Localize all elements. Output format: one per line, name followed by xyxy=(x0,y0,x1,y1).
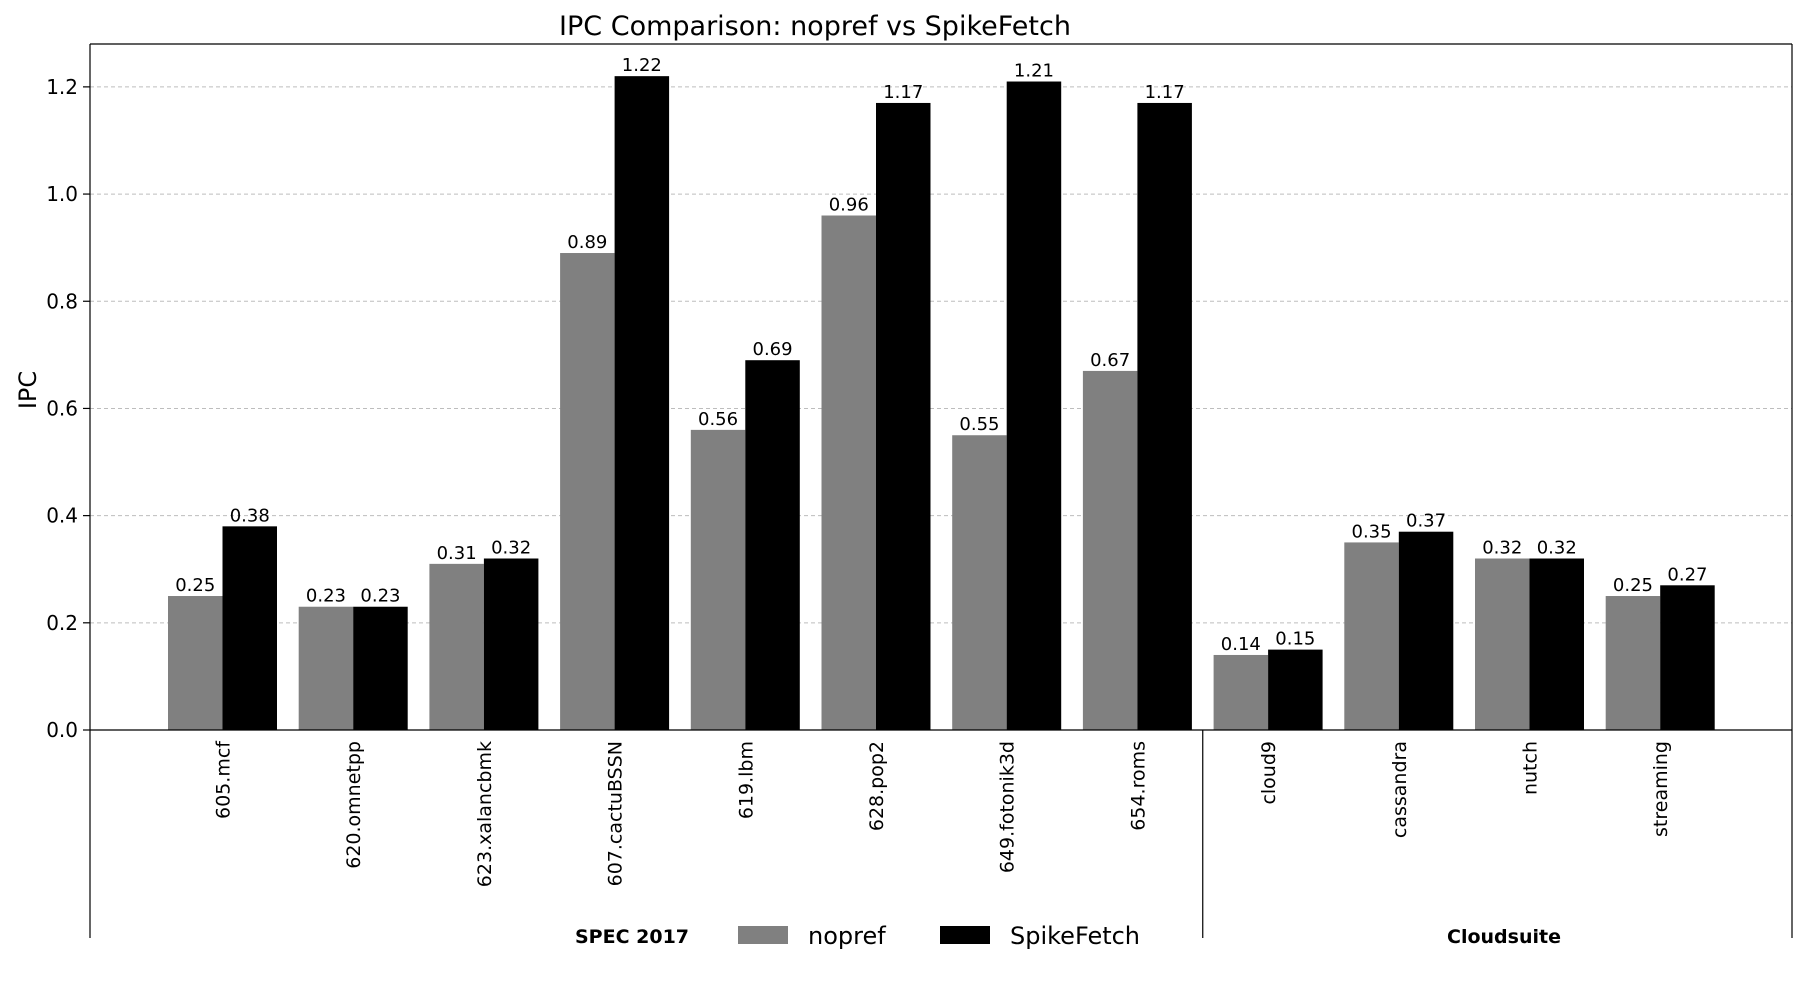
bar-nopref-streaming xyxy=(1605,596,1661,730)
legend-swatch-SpikeFetch xyxy=(940,926,990,944)
bar-SpikeFetch-623.xalancbmk xyxy=(483,558,539,730)
legend: nopref SpikeFetch xyxy=(738,922,1140,950)
legend-label: nopref xyxy=(808,922,886,950)
group-label: Cloudsuite xyxy=(1447,926,1561,948)
group-label: SPEC 2017 xyxy=(575,926,689,948)
data-label: 0.67 xyxy=(1090,350,1130,371)
data-label: 0.14 xyxy=(1221,634,1261,655)
x-tick-label: cloud9 xyxy=(1258,741,1280,805)
data-label: 0.27 xyxy=(1667,564,1707,585)
y-tick-label: 1.2 xyxy=(46,75,78,99)
bar-nopref-605.mcf xyxy=(168,596,223,730)
y-tick-label: 0.0 xyxy=(46,718,78,742)
data-label: 0.25 xyxy=(175,575,215,596)
bar-nopref-654.roms xyxy=(1082,370,1138,730)
bar-SpikeFetch-nutch xyxy=(1529,558,1584,730)
x-tick-label: 619.lbm xyxy=(735,741,757,819)
data-label: 0.55 xyxy=(959,414,999,435)
data-label: 1.21 xyxy=(1014,61,1054,82)
x-tick-label: streaming xyxy=(1650,741,1672,837)
x-tick-label: 628.pop2 xyxy=(866,741,888,831)
data-label: 0.32 xyxy=(1482,538,1522,559)
y-axis-label: IPC xyxy=(14,371,42,409)
data-label: 0.23 xyxy=(306,586,346,607)
bar-nopref-649.fotonik3d xyxy=(952,435,1007,730)
data-label: 1.22 xyxy=(622,55,662,76)
bar-SpikeFetch-cassandra xyxy=(1398,531,1454,730)
chart-title: IPC Comparison: nopref vs SpikeFetch xyxy=(559,11,1071,42)
x-tick-label: 620.omnetpp xyxy=(343,741,365,869)
data-label: 0.37 xyxy=(1406,511,1446,532)
data-label: 0.31 xyxy=(437,543,477,564)
data-label: 0.56 xyxy=(698,409,738,430)
data-label: 0.32 xyxy=(1537,538,1577,559)
legend-swatch-nopref xyxy=(738,926,788,944)
bar-SpikeFetch-628.pop2 xyxy=(876,102,931,730)
bar-nopref-cloud9 xyxy=(1213,654,1269,730)
data-label: 0.32 xyxy=(491,538,531,559)
data-label: 0.25 xyxy=(1613,575,1653,596)
gridlines xyxy=(90,86,1792,624)
x-tick-label: 649.fotonik3d xyxy=(997,741,1019,873)
bar-SpikeFetch-605.mcf xyxy=(222,526,277,730)
bar-SpikeFetch-607.cactuBSSN xyxy=(614,76,670,730)
data-label: 0.38 xyxy=(230,505,270,526)
bar-nopref-619.lbm xyxy=(690,429,746,730)
data-label: 1.17 xyxy=(883,82,923,103)
data-labels: 0.25 0.23 0.31 0.89 0.56 0.96 0.55 0.67 0.14 0.35… xyxy=(175,55,1707,655)
bar-nopref-620.omnetpp xyxy=(298,606,354,730)
axes: 0.0 0.2 0.4 0.6 0.8 1.0 1.2 605.mcf 620.omnetpp 6… xyxy=(46,43,1793,948)
y-tick-label: 1.0 xyxy=(46,182,78,206)
bar-nopref-nutch xyxy=(1475,558,1530,730)
bar-nopref-cassandra xyxy=(1344,542,1399,730)
bar-SpikeFetch-619.lbm xyxy=(745,360,800,730)
data-label: 0.15 xyxy=(1275,629,1315,650)
bar-nopref-607.cactuBSSN xyxy=(560,253,615,730)
x-tick-label: cassandra xyxy=(1389,741,1411,838)
data-label: 0.89 xyxy=(567,232,607,253)
bar-SpikeFetch-649.fotonik3d xyxy=(1006,81,1062,730)
bar-nopref-628.pop2 xyxy=(821,215,876,730)
y-tick-label: 0.4 xyxy=(46,504,78,528)
bar-nopref-623.xalancbmk xyxy=(429,563,484,730)
x-tick-label: nutch xyxy=(1520,741,1542,795)
data-label: 0.96 xyxy=(829,195,869,216)
x-tick-label: 654.roms xyxy=(1127,741,1149,831)
y-tick-label: 0.2 xyxy=(46,611,78,635)
data-label: 0.69 xyxy=(753,339,793,360)
y-tick-label: 0.6 xyxy=(46,396,78,420)
y-tick-label: 0.8 xyxy=(46,289,78,313)
data-label: 1.17 xyxy=(1145,82,1185,103)
data-label: 0.23 xyxy=(360,586,400,607)
bar-SpikeFetch-streaming xyxy=(1660,585,1715,730)
bar-SpikeFetch-cloud9 xyxy=(1268,649,1323,730)
bar-SpikeFetch-620.omnetpp xyxy=(353,606,408,730)
bars xyxy=(168,76,1715,730)
data-label: 0.35 xyxy=(1352,521,1392,542)
legend-label: SpikeFetch xyxy=(1010,922,1140,950)
bar-SpikeFetch-654.roms xyxy=(1137,102,1192,730)
x-tick-label: 605.mcf xyxy=(213,740,235,819)
x-tick-label: 623.xalancbmk xyxy=(474,741,496,887)
x-tick-label: 607.cactuBSSN xyxy=(605,741,627,886)
